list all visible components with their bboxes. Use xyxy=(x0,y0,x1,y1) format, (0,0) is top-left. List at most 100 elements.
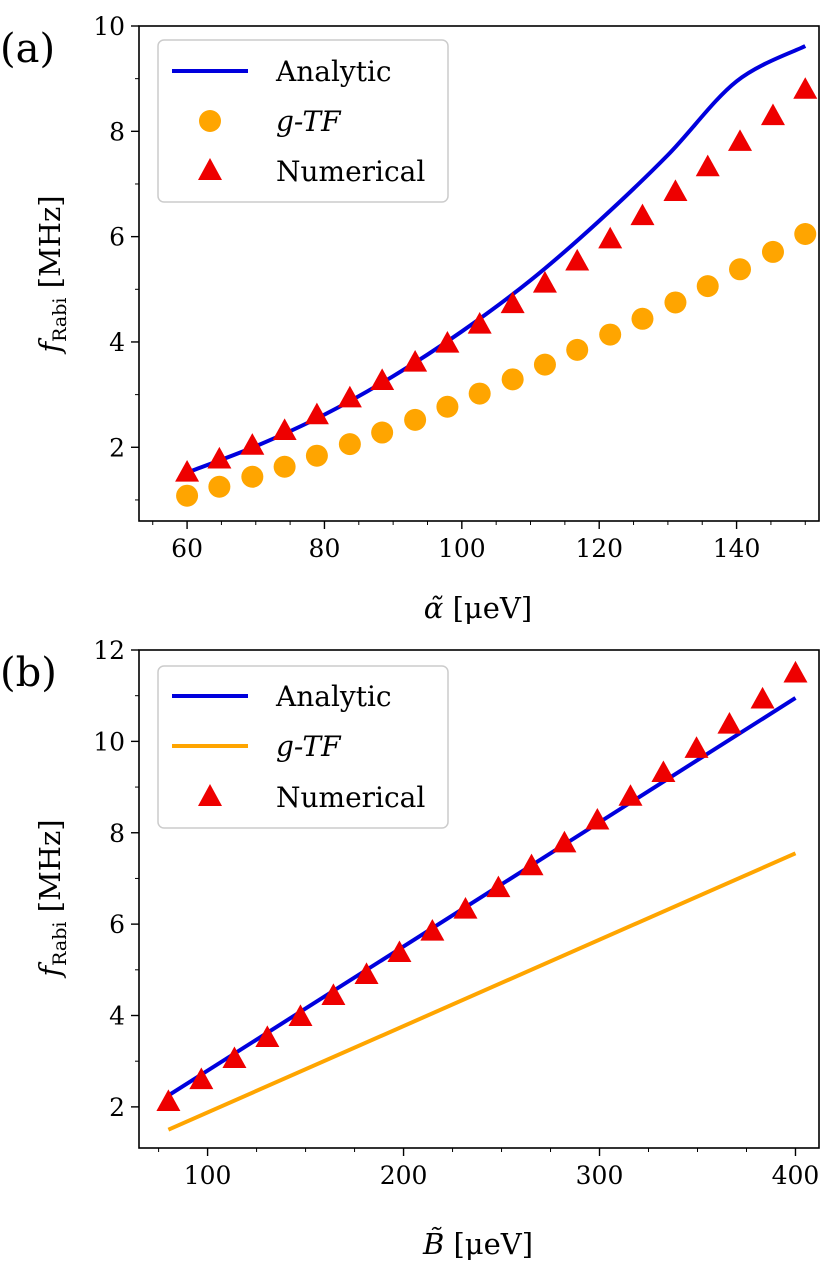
legend-a-numerical-marker xyxy=(198,158,222,180)
panel-a-series-g-tf-point xyxy=(176,484,199,507)
panel-a-series-numerical-point xyxy=(532,270,557,293)
panel-a-series-g-tf-point xyxy=(273,455,296,478)
panel-a-series-analytic-line xyxy=(186,44,807,475)
panel-a-series-numerical-point xyxy=(760,103,785,126)
panel-a-xlabel-unit: [μeV] xyxy=(443,591,532,625)
panel-a-series-g-tf-point xyxy=(533,353,556,376)
panel-a-series-numerical-point xyxy=(370,368,395,390)
panel-a-series-numerical-point xyxy=(663,179,688,201)
panel-a-series-g-tf-point xyxy=(566,338,589,361)
panel-a-ytick-label-6: 6 xyxy=(109,223,125,252)
panel-b-series-numerical-point xyxy=(585,807,610,830)
panel-a-series-numerical-point xyxy=(403,349,428,372)
panel-a-xlabel-symbol: α̃ xyxy=(424,591,444,625)
panel-a-series-g-tf-point xyxy=(631,307,654,330)
panel-a-series-g-tf-point xyxy=(338,433,361,456)
panel-a-series-numerical-point xyxy=(565,248,590,271)
panel-b-ylabel-unit: [MHz] xyxy=(33,819,67,921)
panel-b-axes-frame xyxy=(138,649,820,1149)
panel-a-series-g-tf-point xyxy=(501,368,524,391)
panel-b-series-numerical-point xyxy=(783,660,808,683)
panel-a-series-numerical-point xyxy=(337,385,362,408)
panel-b-ytick-label-12: 12 xyxy=(93,636,125,665)
panel-b-ylabel: fRabi [MHz] xyxy=(33,819,71,978)
panel-a-ylabel: fRabi [MHz] xyxy=(33,195,71,354)
legend-b-numerical-label: Numerical xyxy=(276,781,425,814)
panel-a-xtick-label-140: 140 xyxy=(713,534,761,563)
panel-a-series-numerical-point xyxy=(240,433,265,455)
panel-a-series-numerical-point xyxy=(695,154,720,177)
panel-b-xlabel-unit: [μeV] xyxy=(444,1227,533,1261)
panel-a-ticks: 60 80 100 120 140 2 4 6 8 10 xyxy=(93,12,806,563)
panel-b-series-numerical-point xyxy=(519,853,544,876)
panel-a-ytick-label-2: 2 xyxy=(109,433,125,462)
panel-b-xlabel: B̃ [μeV] xyxy=(422,1227,533,1261)
panel-a-series-g-tf-point xyxy=(371,421,394,444)
panel-a-xtick-label-100: 100 xyxy=(438,534,486,563)
legend-b-numerical-marker xyxy=(198,784,222,806)
panel-b-ytick-label-4: 4 xyxy=(109,1002,125,1031)
panel-a-series-numerical-point xyxy=(598,226,623,249)
panel-a-ytick-label-4: 4 xyxy=(109,328,125,357)
panel-b-series-numerical-point xyxy=(684,736,709,758)
panel-a-series-g-tf-point xyxy=(305,444,328,467)
legend-a-numerical-label: Numerical xyxy=(276,155,425,188)
panel-a-series-numerical-point xyxy=(728,129,753,151)
panel-b-series-numerical-point xyxy=(189,1067,214,1090)
panel-b-series-numerical-point xyxy=(222,1046,247,1069)
panel-b-series-numerical-point xyxy=(552,830,577,853)
panel-a-series-numerical-point xyxy=(467,312,492,334)
panel-a-series-numerical-point xyxy=(304,402,329,425)
legend-a-analytic-label: Analytic xyxy=(275,55,392,88)
panel-b-series-numerical-point xyxy=(651,760,676,783)
panel-b-series-numerical-point xyxy=(288,1004,313,1027)
panel-b-series-numerical-point xyxy=(486,875,511,898)
panel-b-ytick-label-8: 8 xyxy=(109,819,125,848)
panel-b-series-numerical-point xyxy=(321,983,346,1006)
panel-b-series-numerical-point xyxy=(453,897,478,919)
panel-b-ticks: 100 200 300 400 2 4 6 8 10 12 xyxy=(93,636,819,1190)
panel-b-series-numerical-point xyxy=(387,940,412,963)
panel-a-series-g-tf-point xyxy=(436,395,459,418)
legend-a-gtf-marker xyxy=(199,110,221,132)
panel-b-xtick-label-400: 400 xyxy=(772,1161,820,1190)
panel-b-xtick-label-200: 200 xyxy=(380,1161,428,1190)
panel-b-legend: Analytic g-TF Numerical xyxy=(157,665,449,829)
panel-a-series-numerical-point xyxy=(175,460,200,482)
panel-a-series-numerical-point xyxy=(207,446,232,469)
panel-a-series-numerical-point xyxy=(500,291,525,314)
panel-a-series-g-tf-point xyxy=(404,408,427,431)
panel-a-ylabel-sub: Rabi xyxy=(49,298,71,342)
panel-b-legend-box xyxy=(157,665,449,829)
panel-b-xtick-label-300: 300 xyxy=(576,1161,624,1190)
panel-a-series-g-tf-point xyxy=(241,465,264,488)
panel-a-series-g-tf-point xyxy=(599,323,622,346)
panel-b-series-numerical-point xyxy=(717,712,742,734)
panel-b: (b) 100 200 300 400 2 4 6 8 10 12 Analytic g-TF N… xyxy=(0,636,820,1261)
panel-a-xtick-label-120: 120 xyxy=(575,534,623,563)
panel-b-ytick-label-2: 2 xyxy=(109,1093,125,1122)
legend-a-gtf-label: g-TF xyxy=(276,105,342,138)
panel-a-series-g-tf-point xyxy=(794,223,817,246)
panel-a-series-numerical-point xyxy=(630,203,655,226)
panel-a-series-g-tf-point xyxy=(729,258,752,281)
panel-b-xlabel-symbol: B̃ xyxy=(422,1227,444,1261)
panel-a-series-numerical-point xyxy=(435,331,460,353)
panel-a-axes-frame xyxy=(138,25,820,522)
panel-b-xtick-label-100: 100 xyxy=(184,1161,232,1190)
panel-a-series xyxy=(175,44,818,507)
panel-b-series xyxy=(156,660,808,1132)
panel-b-series-numerical-point xyxy=(420,918,445,941)
panel-b-series-analytic-line xyxy=(167,696,797,1098)
legend-b-analytic-label: Analytic xyxy=(275,680,392,713)
panel-a-series-g-tf-point xyxy=(208,475,231,498)
panel-a-ylabel-unit: [MHz] xyxy=(33,195,67,297)
panel-b-series-numerical-point xyxy=(618,784,643,806)
panel-a-xtick-label-80: 80 xyxy=(309,534,341,563)
panel-a-xtick-label-60: 60 xyxy=(171,534,203,563)
panel-a-series-g-tf-point xyxy=(468,382,491,405)
panel-a-series-g-tf-point xyxy=(696,275,719,298)
panel-b-ytick-label-6: 6 xyxy=(109,910,125,939)
panel-b-series-numerical-point xyxy=(156,1089,181,1111)
panel-b-series-numerical-point xyxy=(255,1025,280,1048)
